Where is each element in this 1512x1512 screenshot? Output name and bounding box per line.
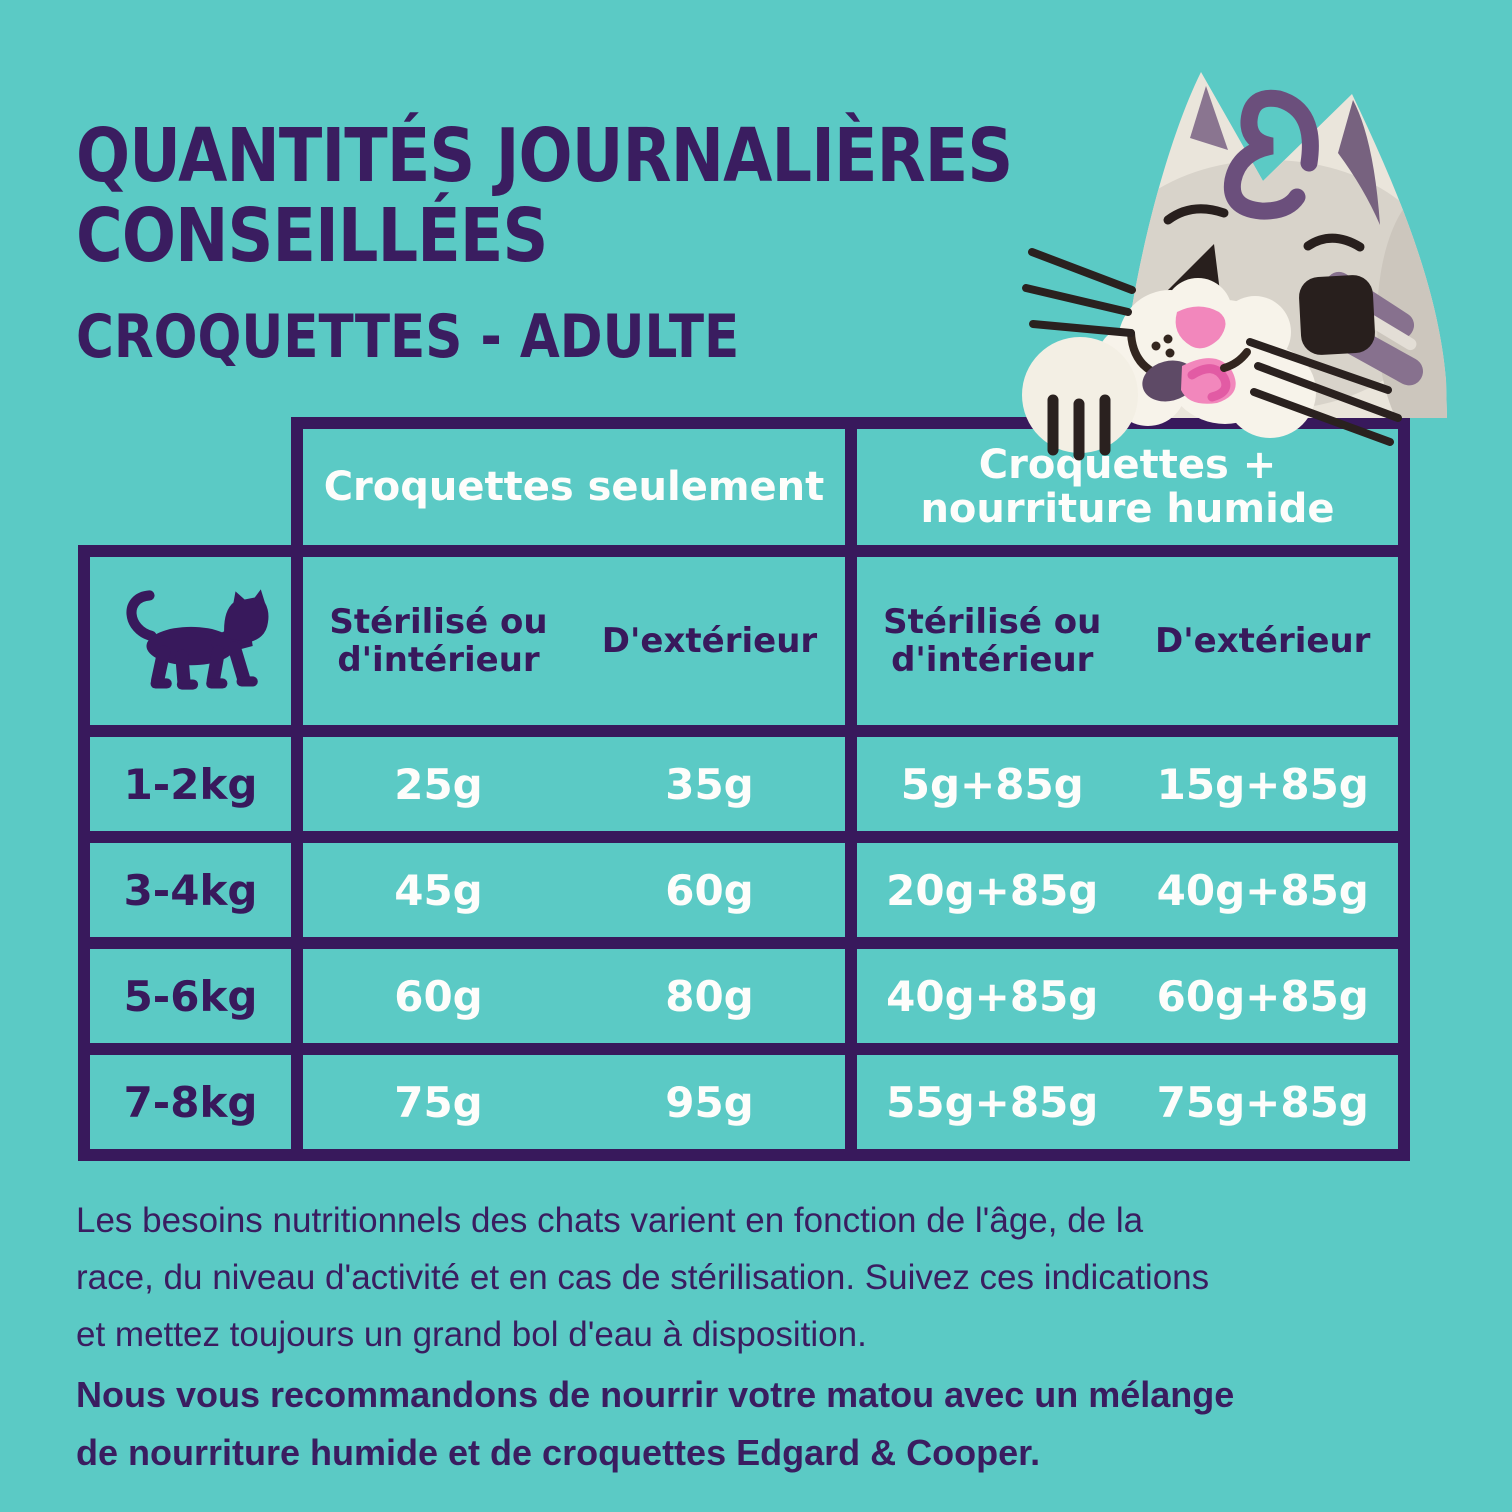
recommendation-note-line: de nourriture humide et de croquettes Ed… bbox=[76, 1432, 1041, 1473]
page-title: QUANTITÉS JOURNALIÈRES CONSEILLÉES bbox=[76, 113, 1013, 279]
table-row-values: 5g+85g 15g+85g bbox=[857, 737, 1398, 831]
table-row-values: 45g 60g bbox=[303, 843, 845, 937]
subheader-sterilised-indoor: Stérilisé ou d'intérieur bbox=[883, 602, 1102, 680]
value-cell: 60g bbox=[394, 971, 483, 1021]
subheaders-group-1: Stérilisé ou d'intérieur D'extérieur bbox=[303, 557, 845, 725]
value-cell: 5g+85g bbox=[900, 759, 1084, 809]
value-cell: 20g+85g bbox=[886, 865, 1099, 915]
value-cell: 95g bbox=[665, 1077, 754, 1127]
subheader-outdoor: D'extérieur bbox=[601, 621, 818, 661]
table-row-values: 40g+85g 60g+85g bbox=[857, 949, 1398, 1043]
corner-cell-cat-icon bbox=[90, 557, 291, 725]
value-cell: 40g+85g bbox=[1156, 865, 1369, 915]
value-cell: 45g bbox=[394, 865, 483, 915]
group-header-kibble-plus-wet: Croquettes + nourriture humide bbox=[857, 429, 1398, 545]
feeding-table: Stérilisé ou d'intérieur D'extérieur Sté… bbox=[78, 545, 1410, 1161]
value-cell: 55g+85g bbox=[886, 1077, 1099, 1127]
group-header-kibble-only: Croquettes seulement bbox=[303, 429, 845, 545]
recommendation-note: Nous vous recommandons de nourrir votre … bbox=[76, 1366, 1234, 1482]
subheader-outdoor: D'extérieur bbox=[1155, 621, 1371, 661]
value-cell: 25g bbox=[394, 759, 483, 809]
group-header-text: Croquettes seulement bbox=[323, 464, 825, 510]
table-row-values: 55g+85g 75g+85g bbox=[857, 1055, 1398, 1149]
page-subtitle: CROQUETTES - ADULTE bbox=[76, 302, 740, 372]
nutrition-note: Les besoins nutritionnels des chats vari… bbox=[76, 1192, 1209, 1363]
value-cell: 75g bbox=[394, 1077, 483, 1127]
table-row-values: 20g+85g 40g+85g bbox=[857, 843, 1398, 937]
nutrition-note-line: et mettez toujours un grand bol d'eau à … bbox=[76, 1315, 867, 1354]
title-line-1: QUANTITÉS JOURNALIÈRES bbox=[76, 113, 1013, 199]
cat-mascot-illustration bbox=[1022, 72, 1447, 461]
value-cell: 60g bbox=[665, 865, 754, 915]
table-row-values: 60g 80g bbox=[303, 949, 845, 1043]
weight-label: 1-2kg bbox=[90, 737, 291, 831]
value-cell: 40g+85g bbox=[886, 971, 1099, 1021]
table-row-values: 25g 35g bbox=[303, 737, 845, 831]
table-row-values: 75g 95g bbox=[303, 1055, 845, 1149]
value-cell: 35g bbox=[665, 759, 754, 809]
subheaders-group-2: Stérilisé ou d'intérieur D'extérieur bbox=[857, 557, 1398, 725]
nutrition-note-line: race, du niveau d'activité et en cas de … bbox=[76, 1258, 1210, 1297]
cat-silhouette-icon bbox=[126, 589, 268, 690]
nutrition-note-line: Les besoins nutritionnels des chats vari… bbox=[76, 1201, 1144, 1240]
value-cell: 60g+85g bbox=[1156, 971, 1369, 1021]
subheader-sterilised-indoor: Stérilisé ou d'intérieur bbox=[329, 602, 548, 680]
title-line-2: CONSEILLÉES bbox=[76, 193, 548, 279]
weight-label: 5-6kg bbox=[90, 949, 291, 1043]
value-cell: 80g bbox=[665, 971, 754, 1021]
group-header-text: Croquettes + bbox=[978, 442, 1277, 488]
value-cell: 75g+85g bbox=[1156, 1077, 1369, 1127]
recommendation-note-line: Nous vous recommandons de nourrir votre … bbox=[76, 1374, 1235, 1415]
group-header-text: nourriture humide bbox=[920, 486, 1335, 532]
weight-label: 3-4kg bbox=[90, 843, 291, 937]
value-cell: 15g+85g bbox=[1156, 759, 1369, 809]
table-group-header-row: Croquettes seulement Croquettes + nourri… bbox=[291, 417, 1410, 557]
weight-label: 7-8kg bbox=[90, 1055, 291, 1149]
